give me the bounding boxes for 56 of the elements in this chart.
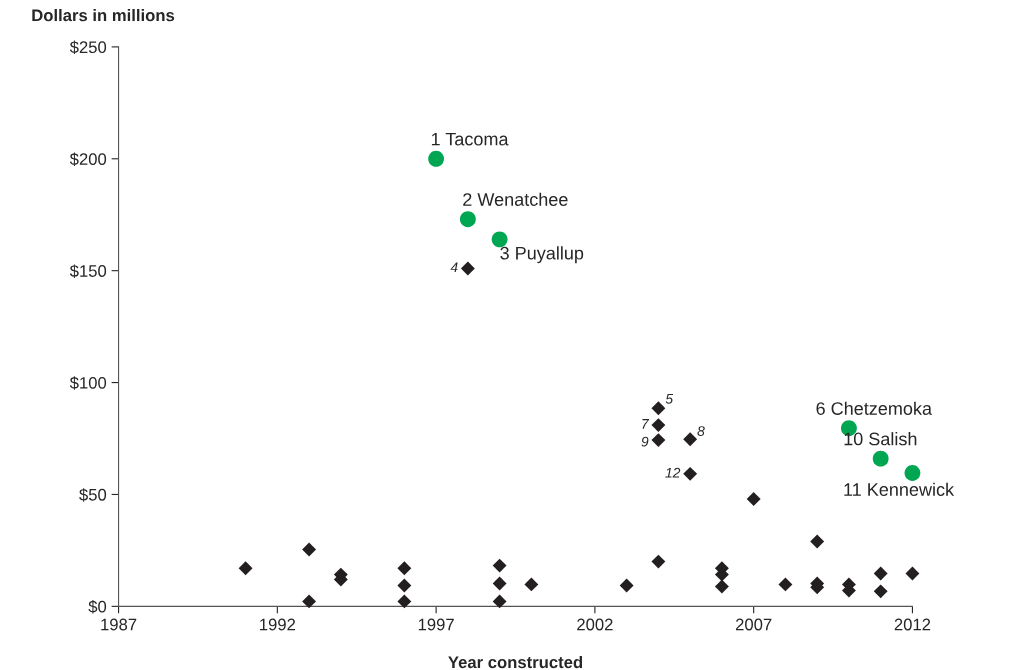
- point: [683, 432, 698, 447]
- annotation: 4: [450, 262, 458, 273]
- y-tick-label: $200: [69, 152, 107, 166]
- y-axis-title: Dollars in millions: [32, 8, 175, 22]
- y-tick-label: $50: [79, 488, 107, 502]
- point: [492, 594, 507, 609]
- point: [651, 401, 666, 416]
- point: [397, 594, 412, 609]
- point: [491, 231, 508, 248]
- point: [397, 561, 412, 576]
- point: [492, 576, 507, 591]
- point: [778, 577, 793, 592]
- point: [810, 534, 825, 549]
- annotation: 11 Kennewick: [844, 482, 955, 496]
- x-tick-label: 1987: [101, 618, 137, 631]
- x-tick-label: 2012: [894, 618, 931, 631]
- x-axis-title: Year constructed: [448, 655, 583, 669]
- annotation: 3 Puyallup: [500, 246, 584, 264]
- point: [651, 433, 666, 448]
- annotation: 2 Wenatchee: [463, 192, 568, 206]
- y-tick-label: $0: [88, 600, 107, 614]
- x-tick-label: 1997: [418, 618, 454, 631]
- annotation: 12: [665, 467, 681, 478]
- x-tick-label: 2007: [735, 618, 772, 631]
- point: [746, 491, 761, 506]
- x-tick-label: 1992: [260, 618, 296, 631]
- x-tick-label: 2002: [577, 618, 613, 631]
- annotation: 8: [697, 426, 705, 436]
- point: [651, 418, 666, 433]
- point: [460, 261, 475, 276]
- y-tick-label: $250: [69, 40, 107, 55]
- annotation: 7: [642, 419, 650, 429]
- y-tick-label: $150: [69, 264, 107, 278]
- point: [619, 578, 634, 593]
- point: [683, 466, 698, 481]
- point: [302, 594, 317, 609]
- point: [873, 566, 888, 581]
- y-tick-label: $100: [69, 376, 107, 390]
- annotation: 9: [641, 436, 649, 447]
- point: [714, 579, 729, 594]
- point: [238, 561, 253, 576]
- point: [905, 566, 920, 581]
- point: [524, 577, 539, 592]
- annotation: 6 Chetzemoka: [816, 401, 933, 415]
- point: [459, 211, 476, 228]
- annotation: 5: [665, 394, 674, 404]
- point: [872, 450, 889, 467]
- point: [651, 554, 666, 569]
- point: [873, 584, 888, 599]
- annotation: 10 Salish: [844, 432, 917, 446]
- point: [428, 150, 445, 167]
- point: [302, 542, 317, 557]
- point: [492, 558, 507, 573]
- point: [904, 465, 921, 481]
- annotation: 1 Tacoma: [431, 132, 509, 146]
- point: [397, 578, 412, 593]
